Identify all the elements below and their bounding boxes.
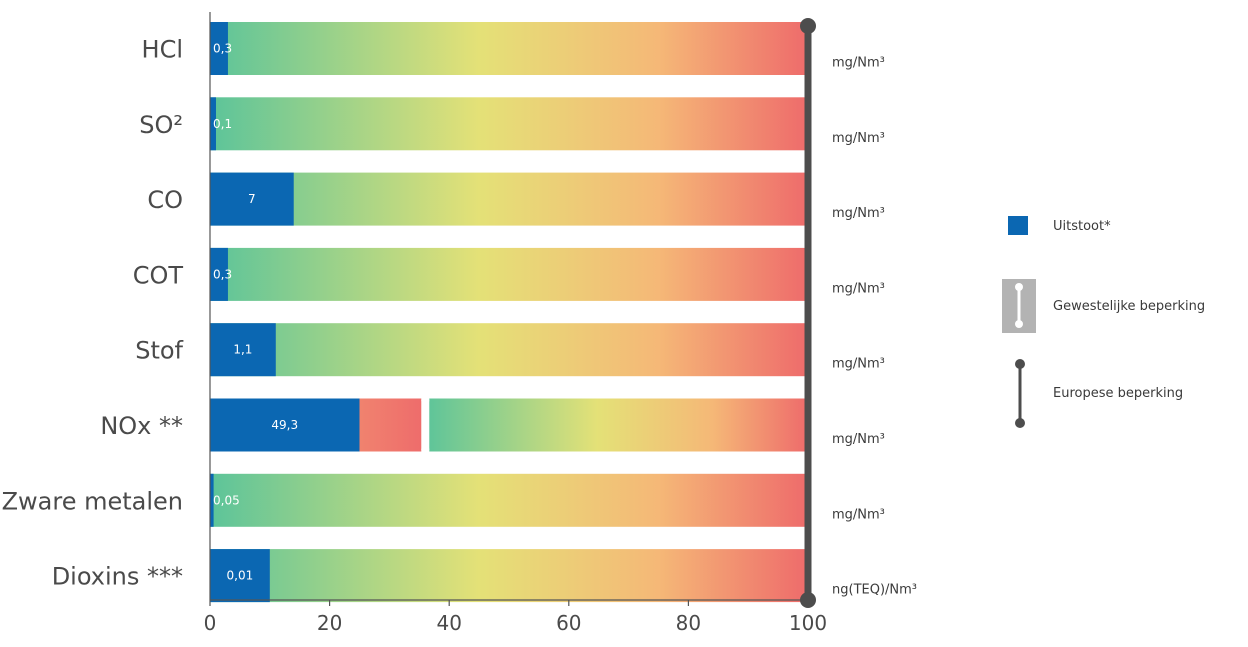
x-tick-label: 80: [676, 611, 701, 635]
legend-regional-dot-bottom: [1015, 320, 1023, 328]
x-tick-label: 40: [436, 611, 461, 635]
emission-bar: [210, 398, 360, 452]
legend-european-dot-bottom: [1015, 418, 1025, 428]
unit-label: mg/Nm³: [832, 206, 885, 221]
x-tick-label: 20: [317, 611, 342, 635]
legend-emission-swatch: [1008, 216, 1028, 235]
bar-background: [210, 22, 808, 75]
value-label: 0,3: [213, 42, 232, 56]
category-label: SO²: [139, 111, 183, 139]
category-label: COT: [133, 261, 184, 289]
bar-background: [210, 323, 808, 377]
value-label: 0,3: [213, 267, 232, 281]
european-limit-dot-top: [800, 18, 816, 34]
legend-label-regional: Gewestelijke beperking: [1053, 299, 1205, 314]
unit-label: ng(TEQ)/Nm³: [832, 583, 917, 598]
emission-bar: [210, 172, 294, 226]
emission-bar: [210, 97, 216, 151]
category-label: Dioxins ***: [52, 563, 183, 591]
legend-label-emission: Uitstoot*: [1053, 219, 1111, 234]
value-label: 1,1: [233, 343, 252, 357]
x-tick-label: 60: [556, 611, 581, 635]
x-axis: 0 20 40 60 80 100: [204, 12, 827, 635]
legend-label-european: Europese beperking: [1053, 386, 1183, 401]
value-label: 7: [248, 192, 256, 206]
bars-layer: 0,3 HCl mg/Nm³ 0,1 SO² mg/Nm³ 7 CO mg/Nm³ 0,3 COT m…: [2, 22, 917, 603]
x-tick-label: 0: [204, 611, 217, 635]
emission-bar: [210, 473, 214, 527]
value-label: 0,05: [213, 493, 240, 507]
regional-limit-marker: [421, 396, 430, 454]
value-label: 0,01: [227, 569, 254, 583]
unit-label: mg/Nm³: [832, 56, 885, 71]
category-label: Stof: [135, 337, 183, 365]
european-limit-dot-bottom: [800, 592, 816, 608]
legend: Uitstoot* Gewestelijke beperking Europese …: [1002, 216, 1205, 428]
value-label: 0,1: [213, 117, 232, 131]
bar-background: [210, 247, 808, 301]
category-label: Zware metalen: [2, 487, 183, 515]
category-label: HCl: [142, 36, 183, 64]
bar-background: [210, 549, 808, 603]
emission-bar: [210, 549, 270, 603]
regional-limit-dot-bottom: [421, 445, 430, 454]
category-label: CO: [147, 186, 183, 214]
regional-limit-dot-top: [421, 396, 430, 405]
unit-label: mg/Nm³: [832, 357, 885, 372]
emission-bar: [210, 22, 228, 75]
unit-label: mg/Nm³: [832, 131, 885, 146]
legend-regional-dot-top: [1015, 283, 1023, 291]
unit-label: mg/Nm³: [832, 281, 885, 296]
emission-bar: [210, 247, 228, 301]
bar-background: [425, 398, 808, 452]
bar-background: [210, 172, 808, 226]
bar-background: [210, 97, 808, 151]
x-tick-label: 100: [789, 611, 827, 635]
unit-label: mg/Nm³: [832, 507, 885, 522]
bar-background: [210, 473, 808, 527]
legend-european-dot-top: [1015, 359, 1025, 369]
value-label: 49,3: [271, 418, 298, 432]
category-label: NOx **: [100, 412, 183, 440]
emission-bar: [210, 323, 276, 377]
unit-label: mg/Nm³: [832, 432, 885, 447]
